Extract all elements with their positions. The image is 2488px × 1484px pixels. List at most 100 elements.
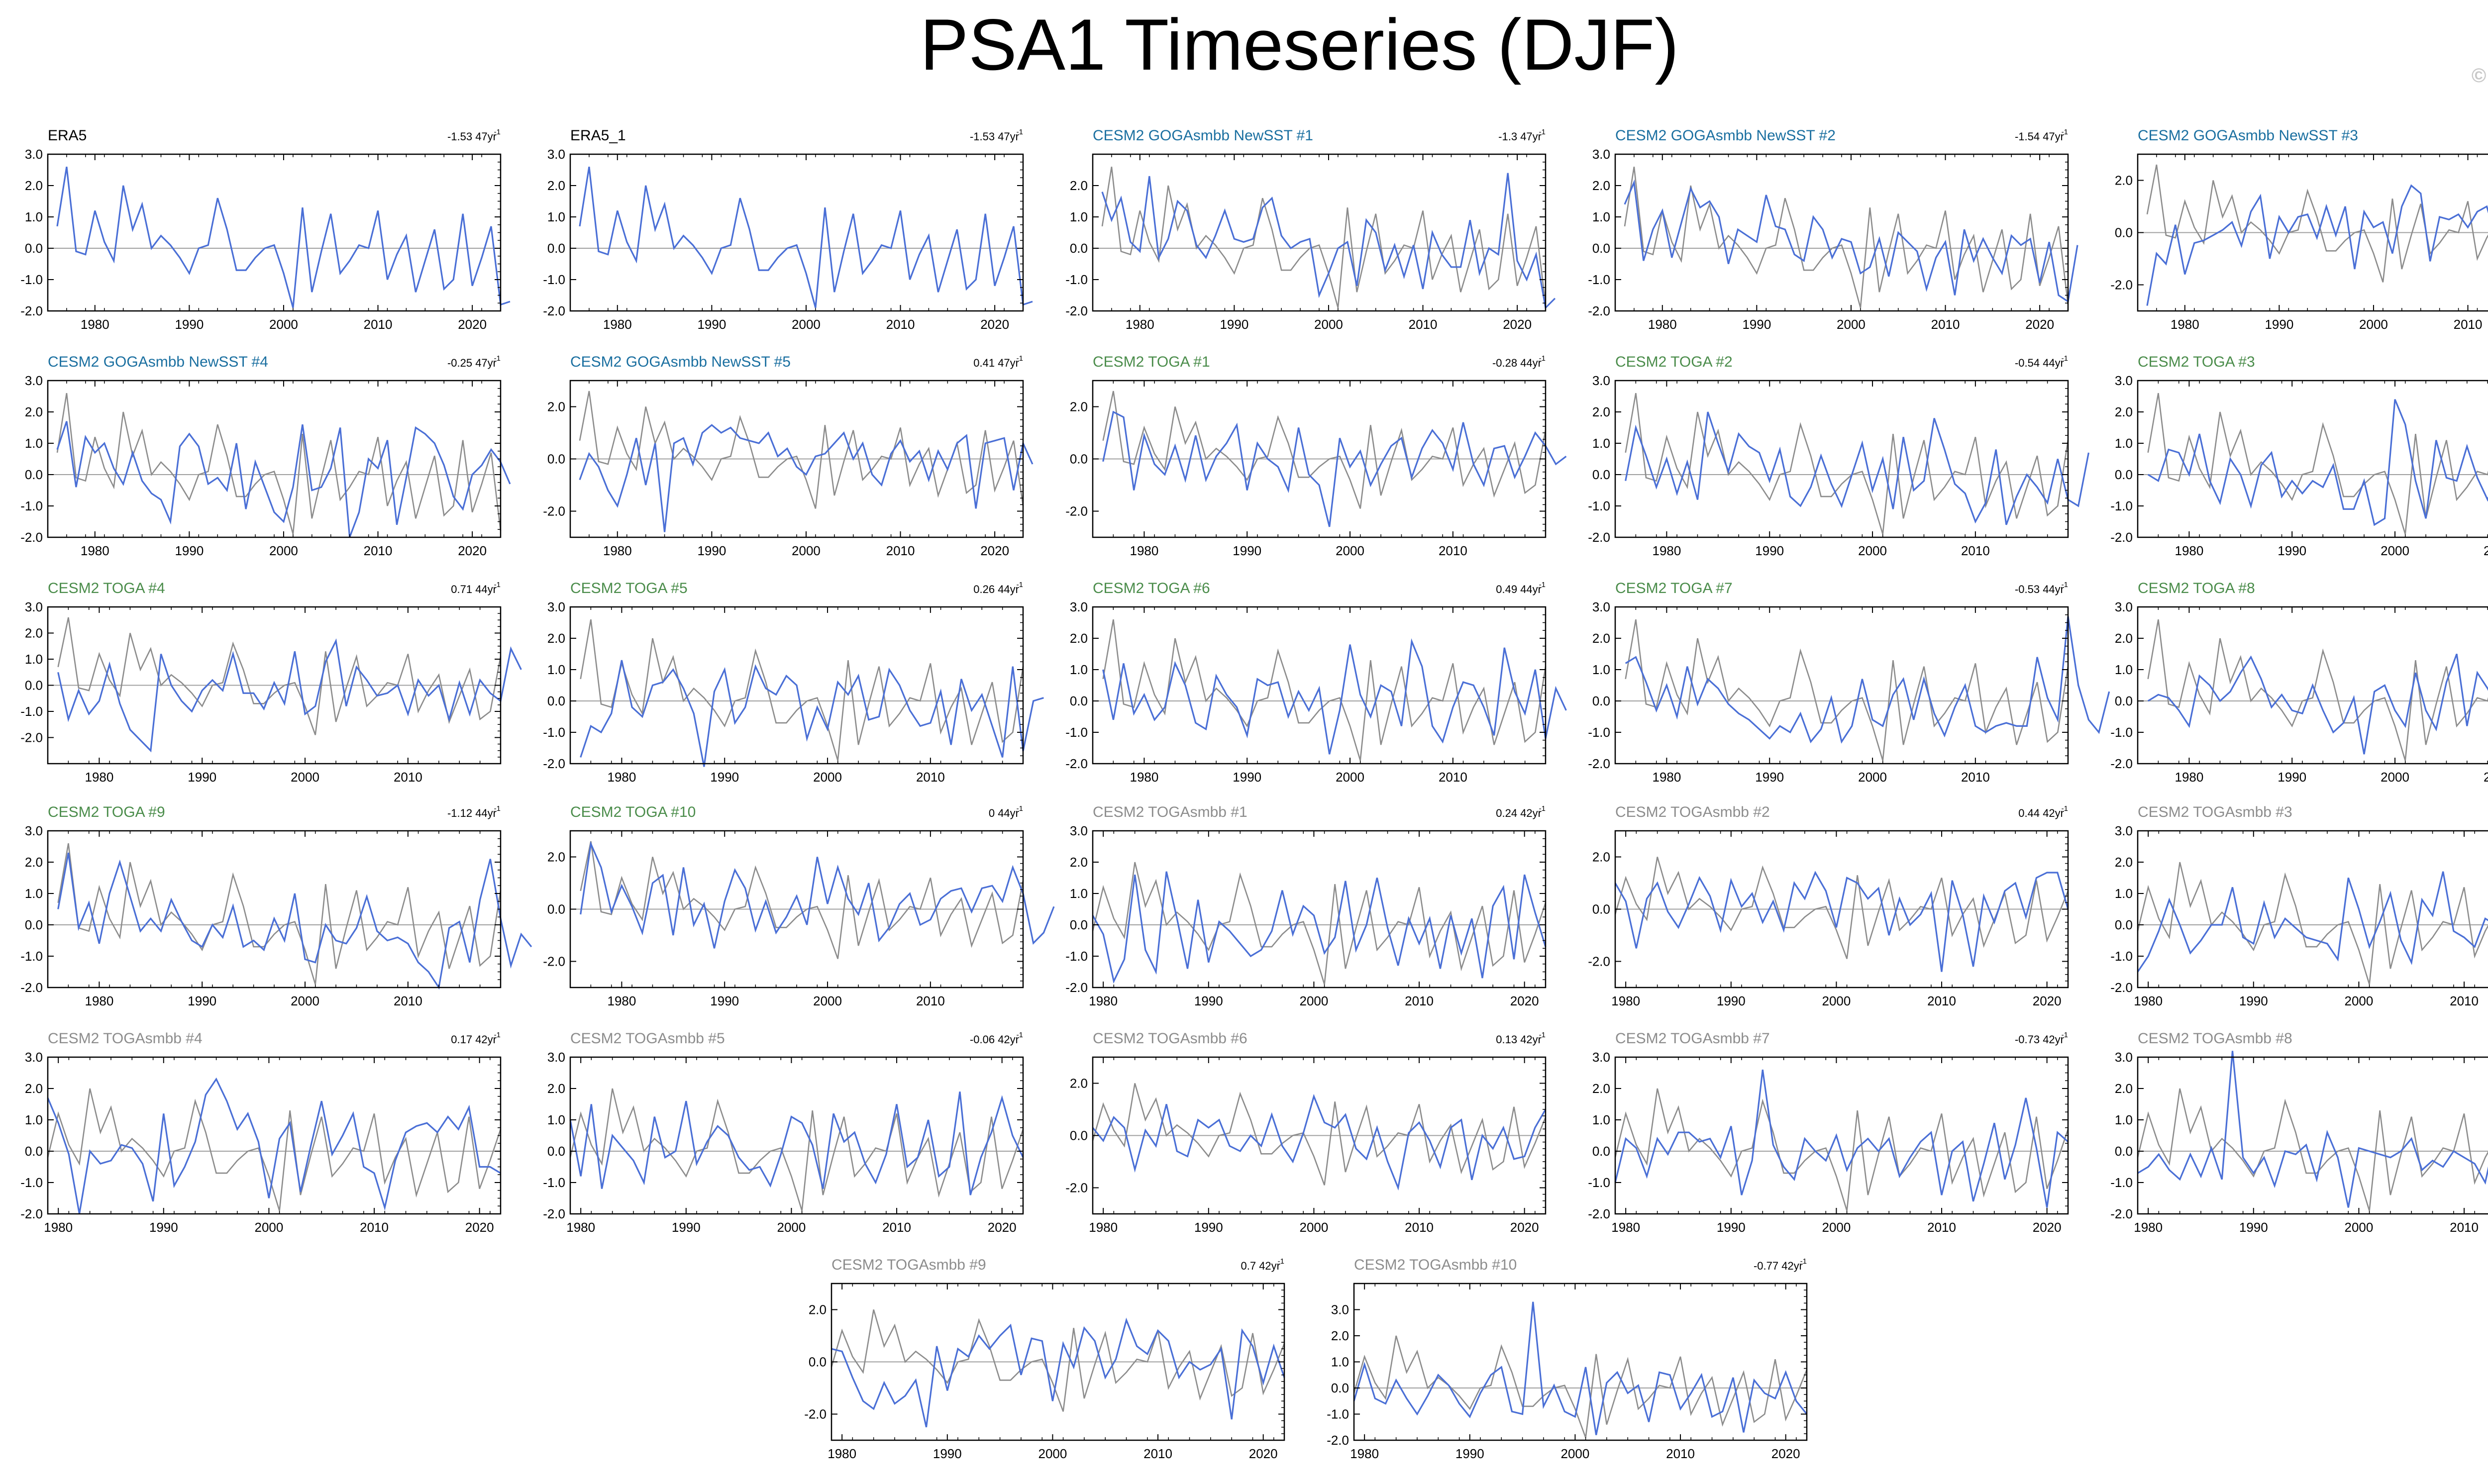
panel-title: CESM2 TOGAsmbb #8: [2138, 1030, 2292, 1047]
x-tick-label: 1980: [603, 543, 632, 558]
y-tick-label: 2.0: [1592, 850, 1610, 865]
panel-22: CESM2 TOGAsmbb #5 -0.06 42yr-1 -2.0 -1.0 0.0…: [543, 1030, 1024, 1235]
y-tick-label: 0.0: [547, 902, 565, 917]
y-tick-label: -2.0: [1065, 756, 1088, 771]
x-tick-label: 2000: [1336, 770, 1364, 785]
x-tick-label: 2010: [2454, 317, 2483, 332]
y-tick-label: 3.0: [1331, 1302, 1349, 1317]
y-tick-label: 2.0: [1592, 404, 1610, 419]
x-tick-label: 2010: [2450, 1220, 2479, 1235]
panel-frame: [1614, 153, 2069, 312]
x-tick-label: 1980: [81, 543, 109, 558]
panel-frame: [1353, 1283, 1808, 1441]
reference-series-line: [580, 841, 1024, 959]
y-tick-label: -1.0: [1327, 1407, 1349, 1422]
y-tick-label: 3.0: [1592, 373, 1610, 388]
reference-series-line: [2137, 862, 2488, 985]
trend-superscript: -1: [1017, 128, 1023, 136]
x-tick-label: 2020: [988, 1220, 1017, 1235]
y-tick-label: 0.0: [809, 1355, 827, 1370]
y-tick-label: 0.0: [1592, 693, 1610, 708]
panel-trend: -0.06 42yr: [970, 1033, 1019, 1046]
y-tick-label: -2.0: [1065, 303, 1088, 318]
y-tick-label: -2.0: [543, 954, 565, 969]
y-tick-label: 0.0: [547, 1144, 565, 1159]
y-tick-label: -1.0: [1588, 1175, 1610, 1190]
x-tick-label: 1990: [1755, 770, 1784, 785]
panel-20: CESM2 TOGAsmbb #30.11 42yr-1-2.0-1.00.01…: [2110, 804, 2488, 1008]
panel-title: CESM2 TOGAsmbb #9: [831, 1257, 986, 1273]
panel-frame: [1614, 380, 2069, 538]
y-tick-label: -1.0: [2110, 725, 2133, 740]
series-line: [580, 660, 1044, 767]
reference-series-line: [1614, 1088, 2069, 1211]
panel-trend: -0.54 44yr: [2015, 357, 2064, 369]
panel-trend: 0.49 44yr: [1496, 583, 1542, 595]
panel-frame: [2137, 380, 2488, 538]
trend-superscript: -1: [1017, 354, 1023, 363]
y-tick-label: 1.0: [25, 436, 43, 451]
panel-trend: -1.3 47yr: [1498, 130, 1542, 143]
y-tick-label: 2.0: [2115, 173, 2133, 188]
series-line: [579, 424, 1034, 532]
panel-3: CESM2 GOGAsmbb NewSST #1 -1.3 47yr-1 -2.0 -…: [1065, 127, 1556, 332]
panel-5: CESM2 GOGAsmbb NewSST #31.5 47yr-1-2.00.…: [2110, 127, 2488, 332]
y-tick-label: -2.0: [2110, 980, 2133, 995]
x-tick-label: 1980: [1130, 770, 1158, 785]
x-tick-label: 1980: [2134, 993, 2163, 1008]
trend-superscript: -1: [1800, 1257, 1807, 1266]
watermark: © CVDP-LE: [2471, 65, 2488, 87]
x-tick-label: 2020: [2033, 993, 2062, 1008]
x-tick-label: 1980: [1126, 317, 1154, 332]
panel-title: CESM2 TOGAsmbb #4: [48, 1030, 203, 1047]
x-tick-label: 1990: [1717, 1220, 1746, 1235]
panel-trend: -0.73 42yr: [2015, 1033, 2064, 1046]
x-tick-label: 2020: [2025, 317, 2054, 332]
panel-title: CESM2 TOGAsmbb #6: [1093, 1030, 1247, 1047]
x-tick-label: 2000: [291, 993, 319, 1008]
y-tick-label: 3.0: [25, 599, 43, 614]
panel-trend: -1.53 47yr: [970, 130, 1019, 143]
page-title: PSA1 Timeseries (DJF): [920, 4, 1679, 85]
series-line: [56, 421, 511, 538]
y-tick-label: -1.0: [1065, 272, 1088, 287]
reference-series-line: [1353, 1335, 1808, 1438]
trend-superscript: -1: [1539, 581, 1546, 589]
y-tick-label: -2.0: [20, 530, 43, 545]
x-tick-label: 2000: [1837, 317, 1866, 332]
x-tick-label: 2020: [458, 317, 487, 332]
trend-superscript: -1: [494, 581, 501, 589]
x-tick-label: 1980: [603, 317, 632, 332]
y-tick-label: -2.0: [20, 730, 43, 745]
x-tick-label: 1990: [188, 993, 216, 1008]
y-tick-label: 2.0: [547, 178, 565, 193]
x-tick-label: 2010: [886, 317, 915, 332]
panel-title: CESM2 TOGA #2: [1615, 354, 1733, 370]
trend-superscript: -1: [1017, 1031, 1023, 1039]
x-tick-label: 1980: [1089, 993, 1118, 1008]
panel-24: CESM2 TOGAsmbb #7 -0.73 42yr-1 -2.0 -1.0 0.0…: [1588, 1030, 2069, 1235]
y-tick-label: 2.0: [25, 855, 43, 870]
y-tick-label: 0.0: [2115, 1144, 2133, 1159]
x-tick-label: 1980: [2175, 770, 2203, 785]
x-tick-label: 1990: [2239, 1220, 2268, 1235]
trend-superscript: -1: [2062, 1031, 2068, 1039]
x-tick-label: 1990: [697, 317, 726, 332]
y-tick-label: 3.0: [25, 373, 43, 388]
x-tick-label: 2010: [916, 993, 945, 1008]
y-tick-label: -2.0: [20, 980, 43, 995]
x-tick-label: 1990: [2239, 993, 2268, 1008]
y-tick-label: -2.0: [2110, 756, 2133, 771]
x-tick-label: 1990: [2278, 770, 2306, 785]
y-tick-label: 0.0: [25, 1144, 43, 1159]
panel-trend: -0.77 42yr: [1754, 1260, 1803, 1272]
reference-series-line: [1614, 857, 2069, 959]
panel-16: CESM2 TOGA #9 -1.12 44yr-1 -2.0 -1.0 0.0 1.0 2…: [20, 804, 532, 1008]
trend-superscript: -1: [2062, 804, 2068, 813]
reference-series-line: [1625, 393, 2069, 535]
panel-frame: [47, 153, 502, 312]
trend-superscript: -1: [1539, 354, 1546, 363]
y-tick-label: 3.0: [25, 1050, 43, 1065]
x-tick-label: 1990: [2265, 317, 2293, 332]
x-tick-label: 1990: [710, 770, 739, 785]
